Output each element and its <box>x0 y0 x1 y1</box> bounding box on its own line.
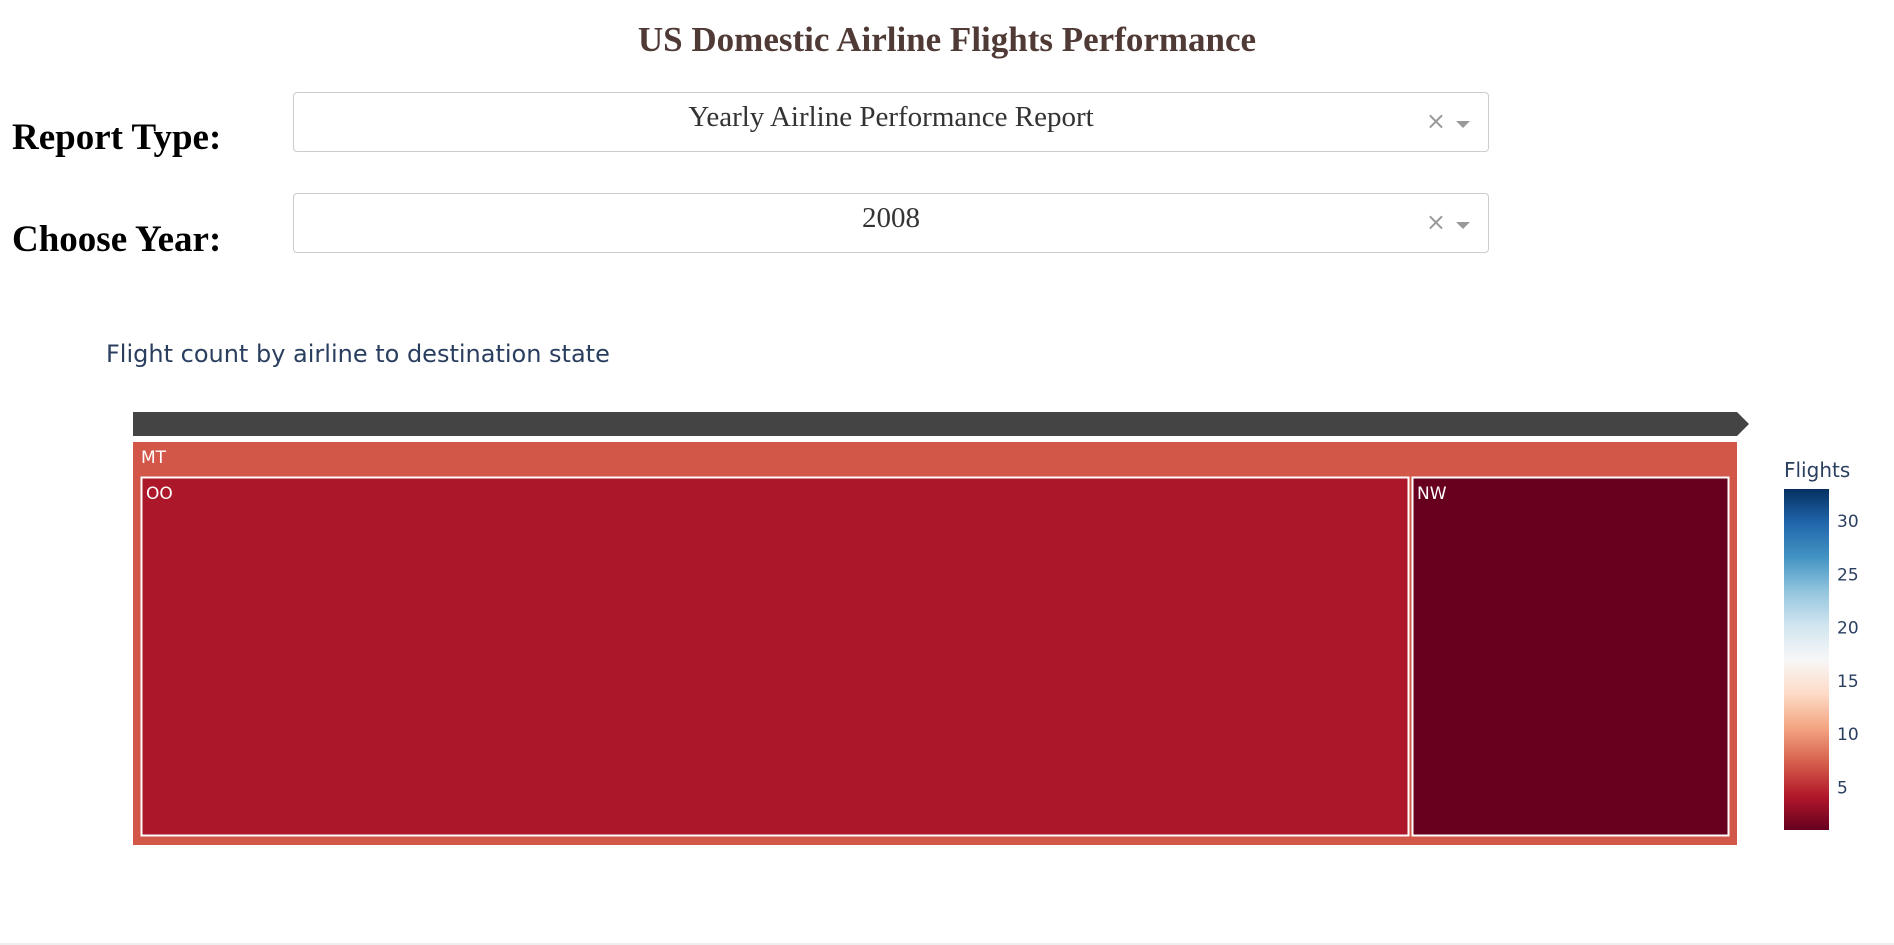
clear-icon[interactable]: × <box>1425 208 1446 236</box>
colorbar-tick-label: 30 <box>1837 512 1859 532</box>
treemap-pathbar <box>133 412 1749 436</box>
treemap-tile-nw <box>1411 476 1730 837</box>
treemap-tile-oo <box>140 476 1410 837</box>
page-title: US Domestic Airline Flights Performance <box>637 20 1257 59</box>
year-dropdown[interactable]: 2008 × <box>293 193 1489 253</box>
chevron-down-icon[interactable] <box>1456 121 1470 128</box>
chevron-down-icon[interactable] <box>1456 222 1470 229</box>
colorbar-tick-label: 25 <box>1837 565 1859 585</box>
clear-icon[interactable]: × <box>1425 107 1446 135</box>
treemap-label-oo: OO <box>146 484 173 504</box>
treemap-label-root: MT <box>141 448 167 468</box>
report-type-dropdown[interactable]: Yearly Airline Performance Report × <box>293 92 1489 152</box>
treemap-label-nw: NW <box>1417 484 1447 504</box>
colorbar-tick-label: 5 <box>1837 778 1848 798</box>
report-type-selected-value: Yearly Airline Performance Report <box>688 101 1094 133</box>
year-selected-value: 2008 <box>862 202 920 234</box>
report-type-label: Report Type: <box>12 117 222 158</box>
bottom-divider <box>0 943 1894 945</box>
choose-year-label: Choose Year: <box>12 219 222 260</box>
colorbar-title: Flights <box>1784 458 1850 482</box>
colorbar-tick-label: 20 <box>1837 619 1859 639</box>
colorbar-tick-label: 15 <box>1837 672 1859 692</box>
chart-title: Flight count by airline to destination s… <box>106 340 610 368</box>
colorbar-tick-label: 10 <box>1837 725 1859 745</box>
colorbar <box>1784 489 1829 830</box>
